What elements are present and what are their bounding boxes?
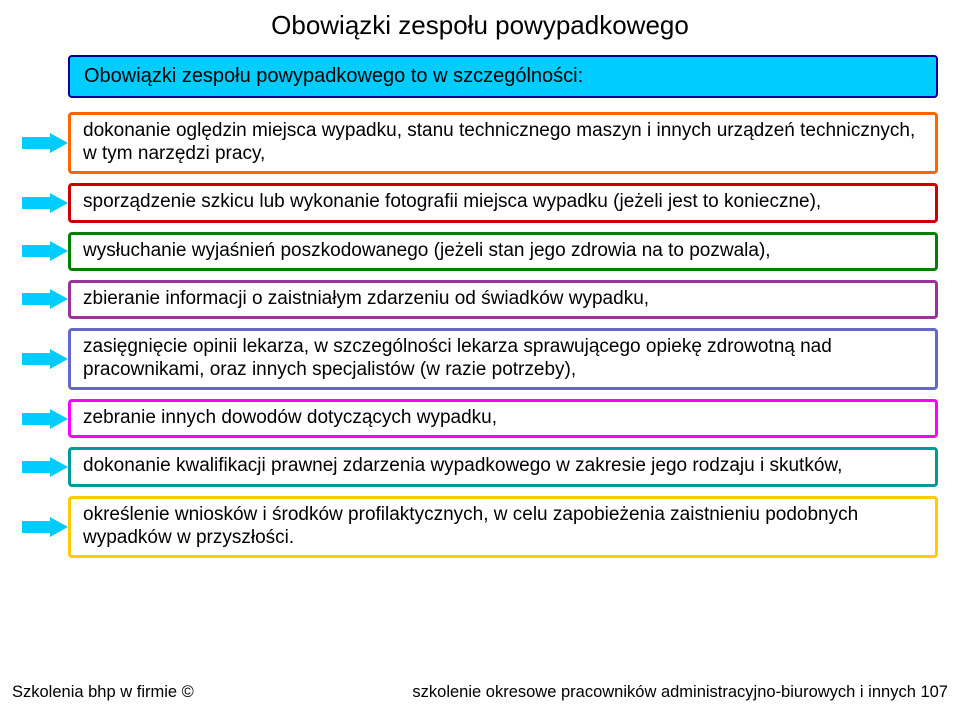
item-row: dokonanie kwalifikacji prawnej zdarzenia…	[68, 447, 938, 486]
subtitle-box: Obowiązki zespołu powypadkowego to w szc…	[68, 55, 938, 98]
items-container: dokonanie oględzin miejsca wypadku, stan…	[68, 112, 938, 558]
arrow-icon	[22, 193, 68, 213]
item-row: zbieranie informacji o zaistniałym zdarz…	[68, 280, 938, 319]
item-row: wysłuchanie wyjaśnień poszkodowanego (je…	[68, 232, 938, 271]
arrow-icon	[22, 409, 68, 429]
arrow-icon	[22, 349, 68, 369]
item-row: zasięgnięcie opinii lekarza, w szczególn…	[68, 328, 938, 390]
arrow-icon	[22, 517, 68, 537]
item-box: wysłuchanie wyjaśnień poszkodowanego (je…	[68, 232, 938, 271]
footer-right: szkolenie okresowe pracowników administr…	[412, 683, 948, 702]
item-box: zasięgnięcie opinii lekarza, w szczególn…	[68, 328, 938, 390]
item-box: dokonanie oględzin miejsca wypadku, stan…	[68, 112, 938, 174]
item-box: dokonanie kwalifikacji prawnej zdarzenia…	[68, 447, 938, 486]
item-box: zbieranie informacji o zaistniałym zdarz…	[68, 280, 938, 319]
item-box: określenie wniosków i środków profilakty…	[68, 496, 938, 558]
item-box: zebranie innych dowodów dotyczących wypa…	[68, 399, 938, 438]
arrow-icon	[22, 241, 68, 261]
item-box: sporządzenie szkicu lub wykonanie fotogr…	[68, 183, 938, 222]
footer-left: Szkolenia bhp w firmie ©	[12, 683, 194, 702]
item-row: dokonanie oględzin miejsca wypadku, stan…	[68, 112, 938, 174]
page-title: Obowiązki zespołu powypadkowego	[22, 10, 938, 41]
footer: Szkolenia bhp w firmie © szkolenie okres…	[0, 683, 960, 702]
item-row: określenie wniosków i środków profilakty…	[68, 496, 938, 558]
item-row: sporządzenie szkicu lub wykonanie fotogr…	[68, 183, 938, 222]
item-row: zebranie innych dowodów dotyczących wypa…	[68, 399, 938, 438]
arrow-icon	[22, 133, 68, 153]
arrow-icon	[22, 289, 68, 309]
arrow-icon	[22, 457, 68, 477]
